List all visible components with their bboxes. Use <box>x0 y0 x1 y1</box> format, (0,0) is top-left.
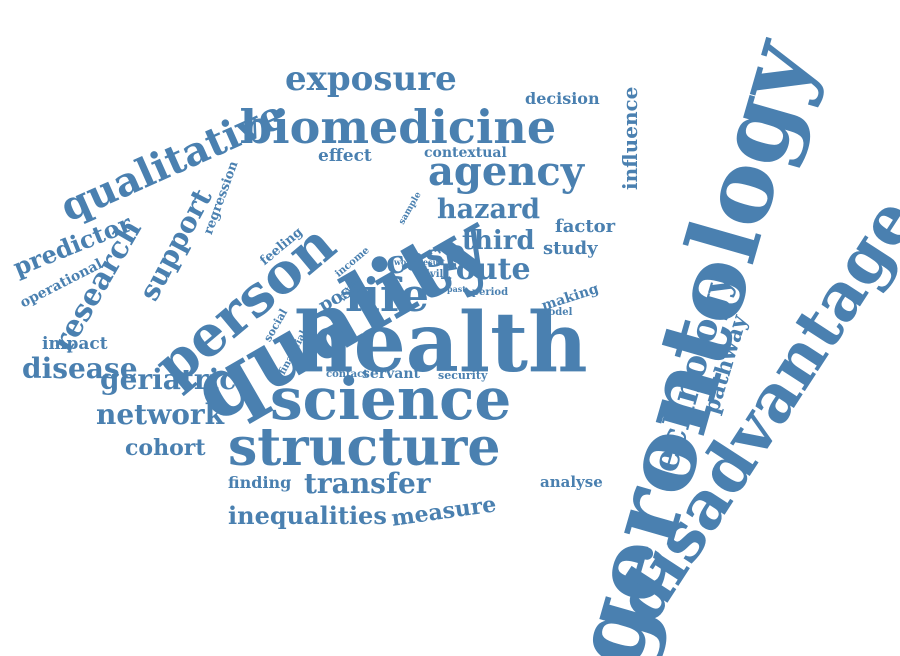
word-qualitative: qualitative <box>53 90 292 232</box>
word-hazard: hazard <box>437 194 541 225</box>
word-exposure: exposure <box>285 59 457 99</box>
word-influence: influence <box>618 86 642 190</box>
word-servant: servant <box>362 366 421 382</box>
word-agency: agency <box>428 148 585 195</box>
word-effect: effect <box>318 146 372 166</box>
word-life: life <box>345 268 430 322</box>
word-finding: finding <box>228 473 292 492</box>
word-contextual: contextual <box>424 145 507 161</box>
word-network: network <box>96 398 225 431</box>
word-disease: disease <box>22 352 138 385</box>
word-contact: contact <box>326 369 368 380</box>
word-period: period <box>472 287 509 298</box>
word-route: route <box>440 252 531 287</box>
word-work-result: work result <box>394 257 446 267</box>
word-factor: factor <box>555 216 616 237</box>
word-biomedicine: biomedicine <box>240 100 557 154</box>
word-analyse: analyse <box>540 473 603 491</box>
word-past: past <box>447 284 466 294</box>
word-support: support <box>132 183 219 307</box>
word-inequalities: inequalities <box>228 501 387 530</box>
word-civil: civil <box>420 269 444 280</box>
word-cohort: cohort <box>125 435 206 461</box>
word-security: security <box>438 369 488 382</box>
word-model: model <box>538 307 573 318</box>
word-transfer: transfer <box>304 467 431 500</box>
word-study: study <box>543 238 598 259</box>
word-geriatric: geriatric <box>100 363 237 396</box>
word-science: science <box>270 365 512 433</box>
word-third: third <box>462 226 535 256</box>
word-decision: decision <box>525 89 600 108</box>
word-structure: structure <box>228 417 501 478</box>
word-impact: impact <box>42 334 108 354</box>
word-health: health <box>294 295 588 391</box>
